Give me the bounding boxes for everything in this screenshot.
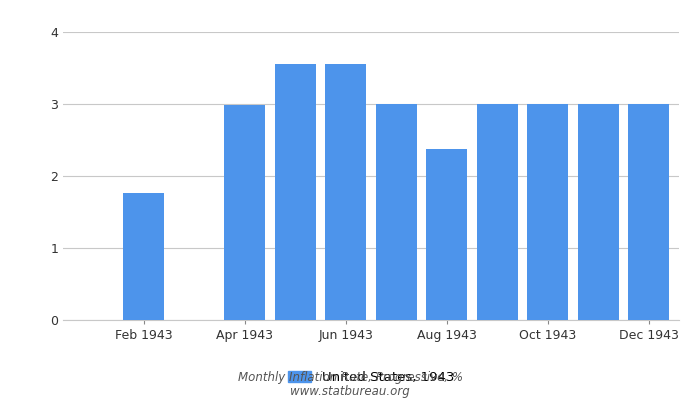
Text: www.statbureau.org: www.statbureau.org xyxy=(290,385,410,398)
Bar xyxy=(375,104,417,320)
Bar xyxy=(628,104,669,320)
Bar xyxy=(477,104,518,320)
Bar xyxy=(527,104,568,320)
Bar xyxy=(274,64,316,320)
Legend: United States, 1943: United States, 1943 xyxy=(281,364,461,391)
Bar xyxy=(224,105,265,320)
Text: Monthly Inflation Rate, Progressive, %: Monthly Inflation Rate, Progressive, % xyxy=(237,372,463,384)
Bar xyxy=(325,64,367,320)
Bar xyxy=(426,149,468,320)
Bar xyxy=(123,192,164,320)
Bar xyxy=(578,104,619,320)
